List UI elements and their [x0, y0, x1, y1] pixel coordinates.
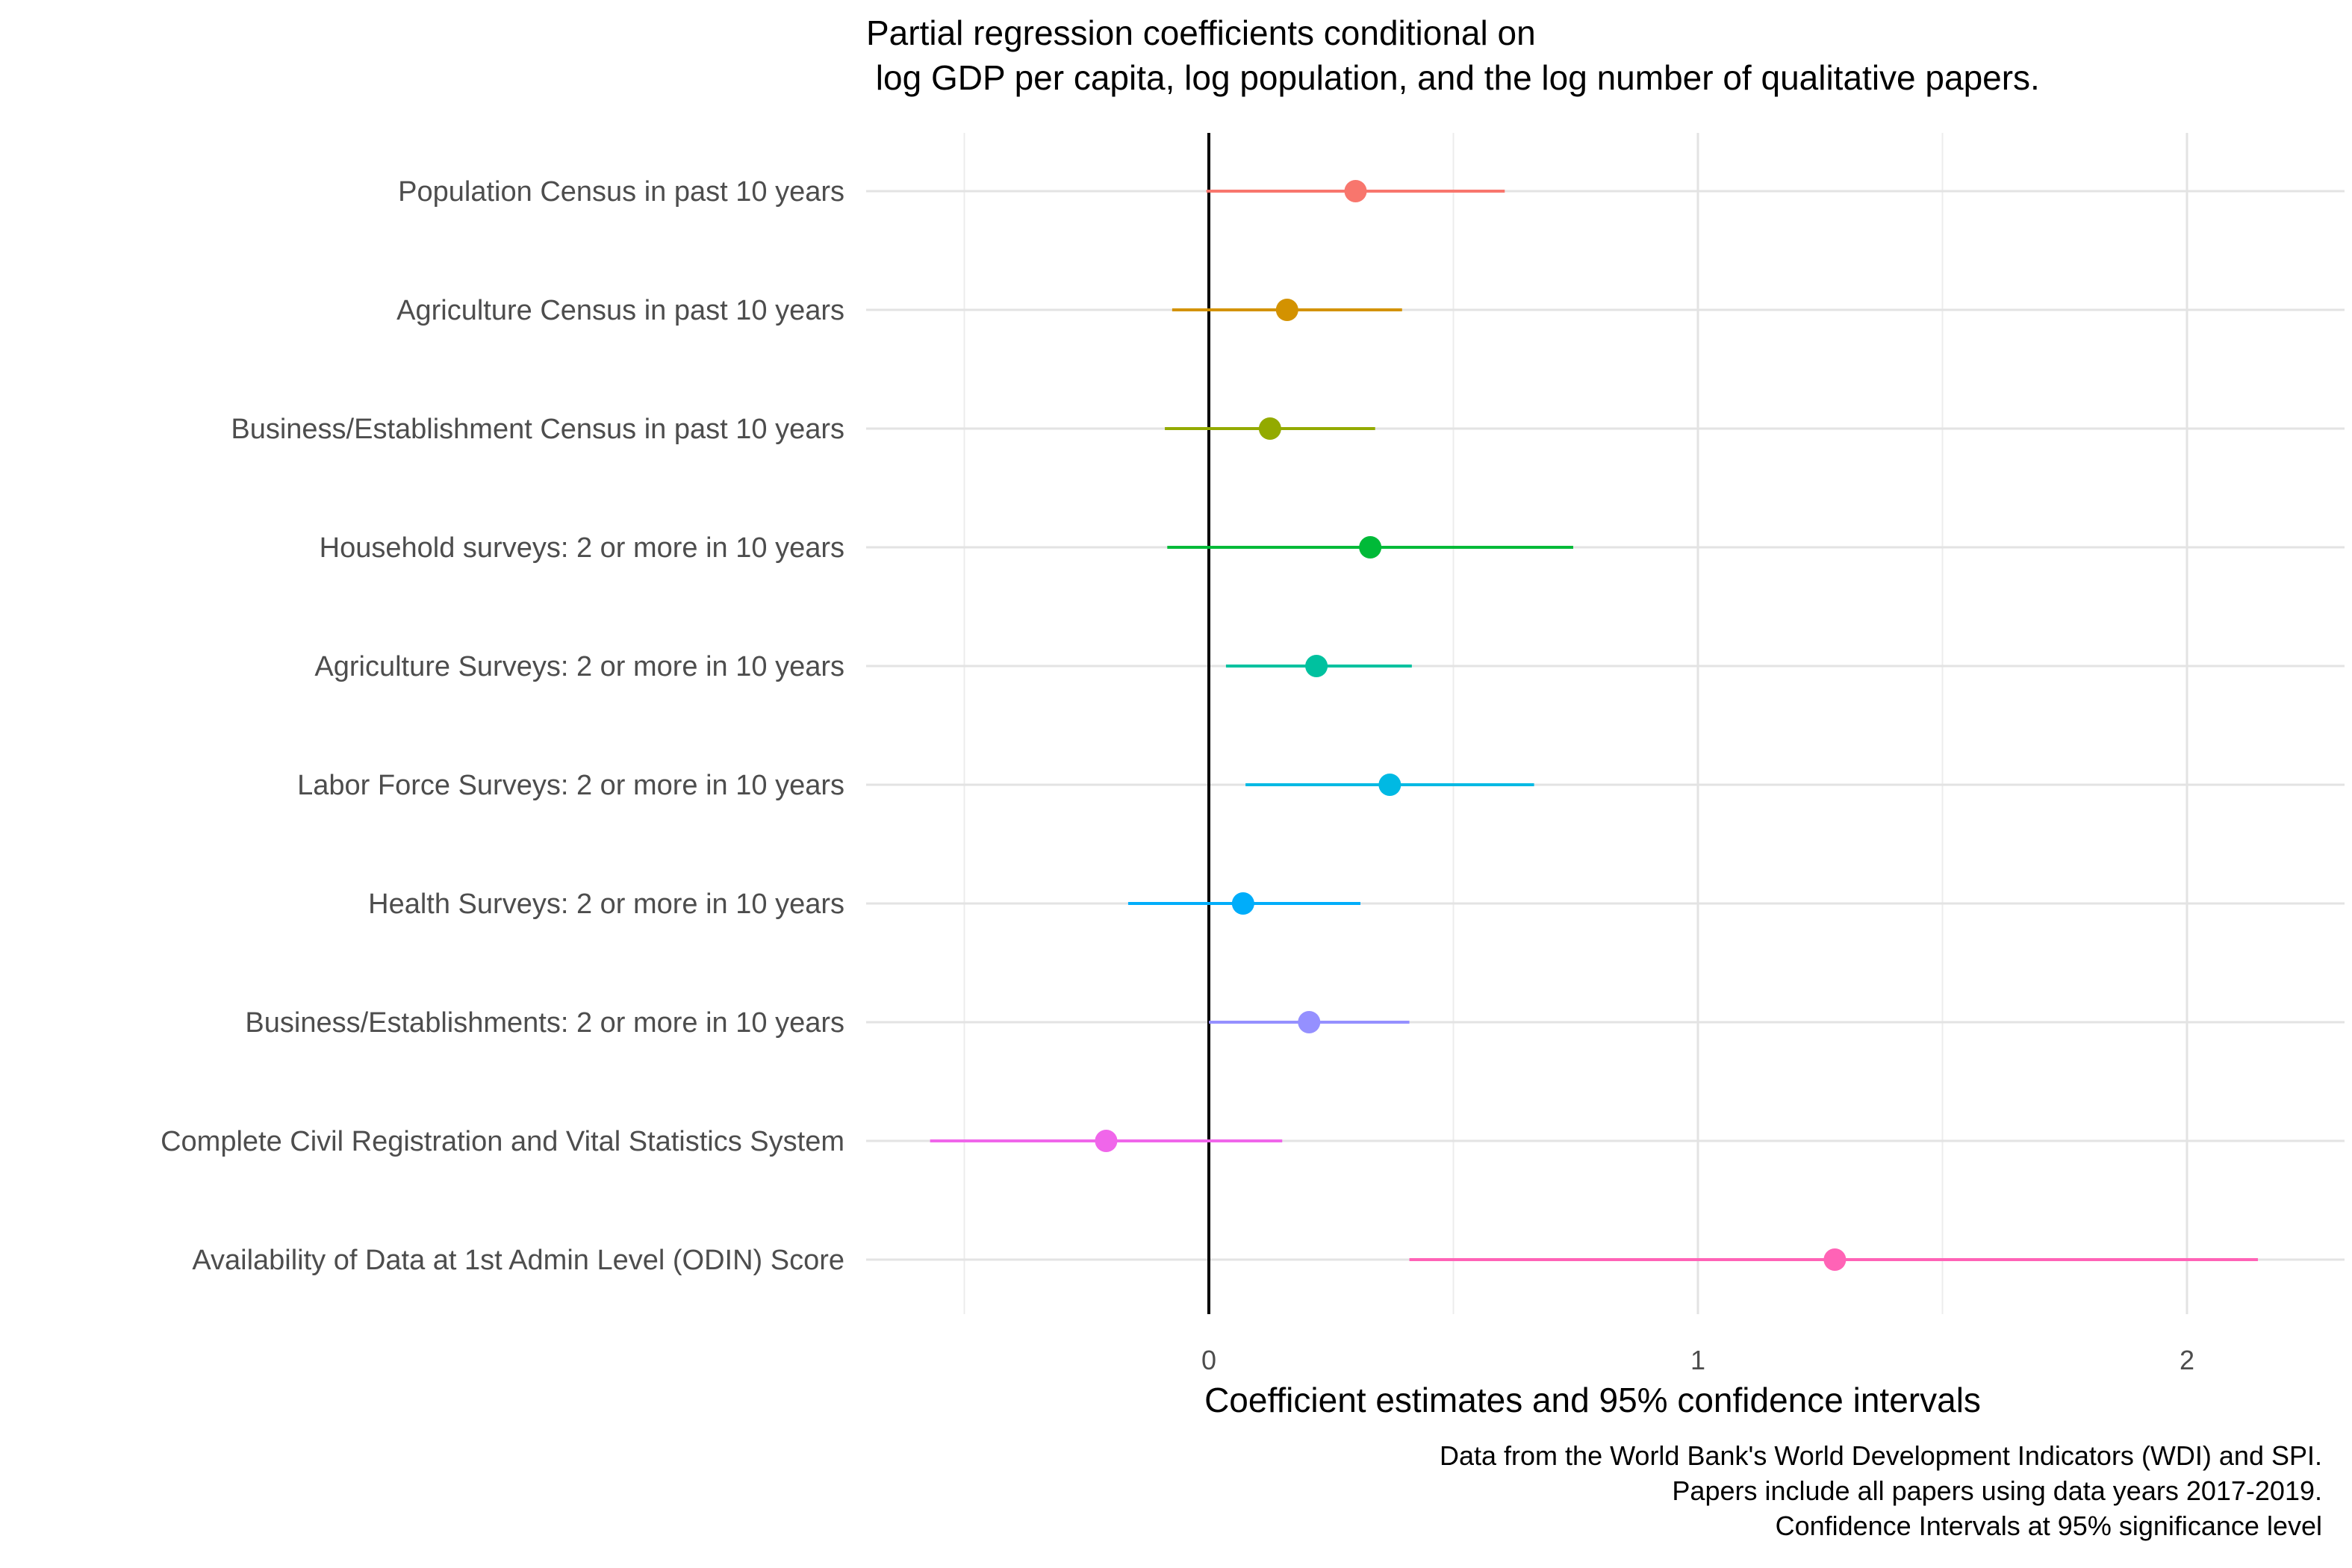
y-axis-labels: Population Census in past 10 years Agricu… — [161, 176, 844, 1276]
caption-line-3: Confidence Intervals at 95% significance… — [1776, 1511, 2322, 1541]
chart-title-line-1: Partial regression coefficients conditio… — [866, 13, 1536, 52]
y-axis-label: Household surveys: 2 or more in 10 years — [320, 532, 844, 564]
x-tick-label: 0 — [1201, 1345, 1216, 1375]
coefficient-point — [1095, 1130, 1118, 1152]
coefficient-point — [1298, 1011, 1321, 1033]
coefficient-point — [1258, 417, 1281, 440]
chart-title-line-2: log GDP per capita, log population, and … — [866, 58, 2040, 97]
marks-layer — [930, 180, 2258, 1271]
x-tick-label: 1 — [1690, 1345, 1705, 1375]
coefficient-point — [1305, 655, 1328, 677]
y-axis-label: Availability of Data at 1st Admin Level … — [192, 1245, 844, 1276]
coefficient-point — [1359, 536, 1382, 559]
y-axis-label: Health Surveys: 2 or more in 10 years — [368, 889, 844, 920]
caption-line-1: Data from the World Bank's World Develop… — [1440, 1440, 2322, 1471]
y-axis-label: Business/Establishment Census in past 10… — [231, 414, 844, 445]
y-axis-label: Business/Establishments: 2 or more in 10… — [245, 1007, 844, 1039]
y-axis-label: Agriculture Surveys: 2 or more in 10 yea… — [314, 651, 844, 682]
y-axis-label: Labor Force Surveys: 2 or more in 10 yea… — [297, 770, 844, 801]
coefficient-point — [1275, 299, 1298, 321]
caption-line-2: Papers include all papers using data yea… — [1672, 1475, 2322, 1506]
x-tick-label: 2 — [2180, 1345, 2194, 1375]
coefficient-point — [1344, 180, 1367, 202]
y-axis-label: Complete Civil Registration and Vital St… — [161, 1126, 844, 1157]
x-axis-ticks: 0 1 2 — [1201, 1345, 2194, 1375]
coefficient-point — [1231, 892, 1254, 915]
y-axis-label: Agriculture Census in past 10 years — [396, 295, 844, 326]
coefficient-point — [1378, 774, 1401, 796]
x-axis-label: Coefficient estimates and 95% confidence… — [1204, 1381, 1981, 1419]
coefficient-point — [1823, 1248, 1847, 1271]
y-axis-label: Population Census in past 10 years — [398, 176, 844, 208]
grid-layer — [866, 133, 2345, 1314]
